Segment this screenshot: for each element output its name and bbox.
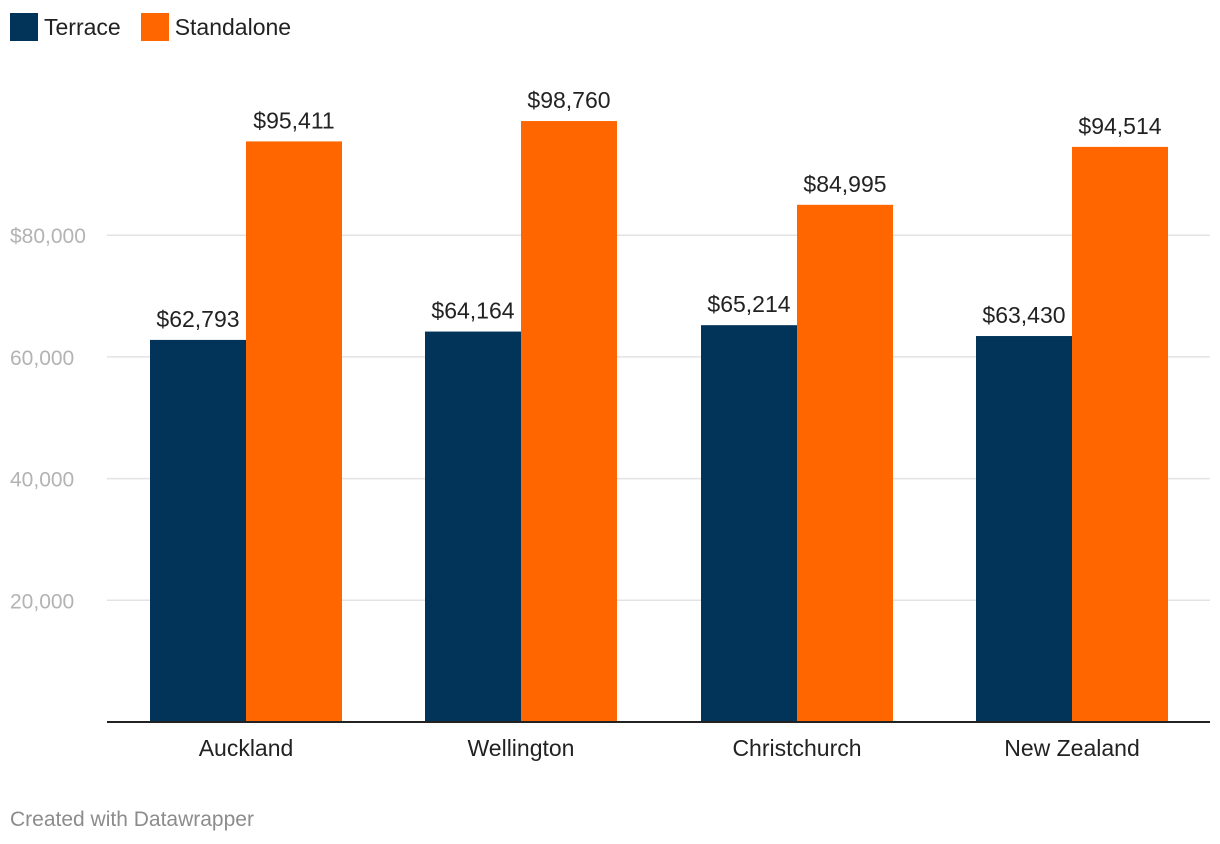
x-tick-label: New Zealand bbox=[1004, 735, 1140, 761]
x-tick-label: Wellington bbox=[468, 735, 575, 761]
data-label: $84,995 bbox=[803, 171, 886, 197]
legend-swatch-terrace bbox=[10, 13, 38, 41]
x-tick-label: Auckland bbox=[199, 735, 294, 761]
bar-standalone-new-zealand bbox=[1072, 146, 1168, 722]
y-tick-label: $80,000 bbox=[10, 225, 86, 248]
bar-terrace-christchurch bbox=[701, 325, 797, 722]
legend-item-standalone: Standalone bbox=[140, 13, 292, 41]
legend: Terrace Standalone bbox=[10, 13, 291, 41]
bar-terrace-new-zealand bbox=[976, 336, 1072, 722]
bar-terrace-wellington bbox=[425, 331, 521, 722]
bar-standalone-wellington bbox=[521, 121, 617, 722]
x-tick-label: Christchurch bbox=[732, 735, 861, 761]
bar-standalone-auckland bbox=[246, 141, 342, 722]
legend-label-terrace: Terrace bbox=[44, 13, 121, 40]
data-label: $62,793 bbox=[156, 306, 239, 332]
bar-terrace-auckland bbox=[150, 339, 246, 722]
footer-credit: Created with Datawrapper bbox=[10, 808, 254, 831]
data-label: $98,760 bbox=[527, 87, 610, 113]
legend-item-terrace: Terrace bbox=[10, 13, 121, 41]
data-label: $63,430 bbox=[982, 302, 1065, 328]
y-tick-label: 20,000 bbox=[10, 590, 74, 613]
data-label: $64,164 bbox=[431, 298, 514, 324]
legend-label-standalone: Standalone bbox=[174, 13, 292, 40]
bar-standalone-christchurch bbox=[797, 204, 893, 722]
y-tick-label: 60,000 bbox=[10, 347, 74, 370]
data-label: $65,214 bbox=[707, 291, 790, 317]
y-tick-label: 40,000 bbox=[10, 469, 74, 492]
data-label: $94,514 bbox=[1078, 113, 1161, 139]
data-label: $95,411 bbox=[253, 107, 334, 133]
legend-swatch-standalone bbox=[140, 13, 169, 41]
